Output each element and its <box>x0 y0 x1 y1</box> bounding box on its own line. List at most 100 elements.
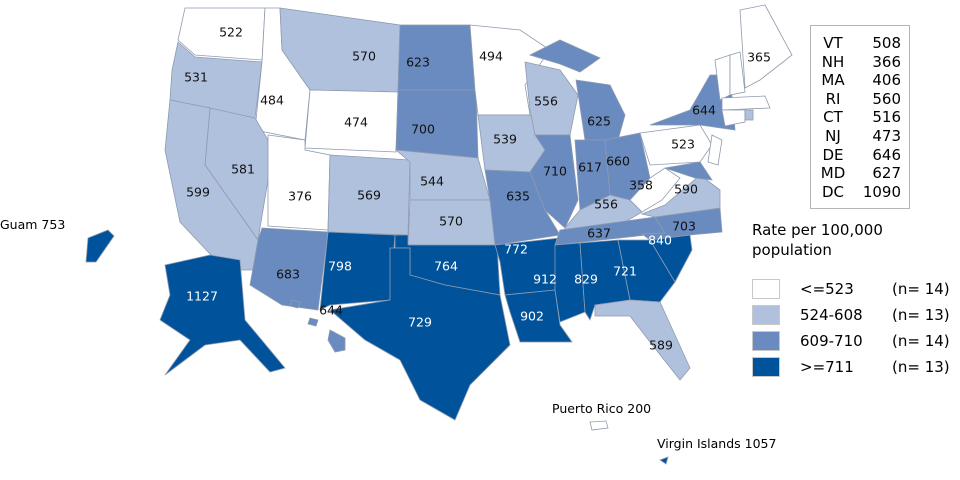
state-mn <box>469 24 551 116</box>
state-ma <box>721 95 771 111</box>
state-value-ga: 721 <box>613 264 637 279</box>
state-value-mn: 494 <box>479 49 503 64</box>
state-value-tn: 637 <box>587 226 611 241</box>
state-abbr: CT <box>823 108 843 127</box>
state-abbr: RI <box>825 89 841 108</box>
small-state-row: VT 508 <box>811 34 909 53</box>
state-value: 406 <box>872 71 901 90</box>
state-value-va: 590 <box>674 182 698 197</box>
guam-label: Guam 753 <box>0 217 66 232</box>
state-value-ca: 599 <box>186 185 210 200</box>
state-value-ar: 772 <box>504 242 528 257</box>
guam-shape <box>85 229 115 263</box>
state-value-wy: 474 <box>344 115 368 130</box>
state-value-il: 710 <box>543 164 567 179</box>
state-value-nd: 623 <box>406 55 430 70</box>
legend-swatch <box>752 331 780 351</box>
legend-swatch <box>752 357 780 377</box>
virgin-islands-shape <box>659 456 669 465</box>
state-pa <box>639 124 713 166</box>
legend-count: (n= 13) <box>892 358 950 376</box>
state-nc <box>640 207 723 241</box>
small-state-row: DE 646 <box>811 146 909 165</box>
small-states-table: VT 508 NH 366 MA 406 RI 560 CT 516 NJ 473 DE 646 MD 627… <box>810 25 910 209</box>
state-value: 1090 <box>862 182 901 201</box>
state-value-ny: 644 <box>692 103 716 118</box>
state-nm <box>319 231 396 311</box>
state-value: 560 <box>872 89 901 108</box>
state-wa <box>177 7 266 61</box>
state-tx <box>329 247 511 421</box>
state-value: 516 <box>872 108 901 127</box>
state-value-ok: 764 <box>434 259 458 274</box>
legend-item: <=523 (n= 14) <box>752 276 950 302</box>
state-fl <box>594 299 691 381</box>
legend-item: >=711 (n= 13) <box>752 354 950 380</box>
state-value-mo: 635 <box>506 189 530 204</box>
state-value-mi: 625 <box>587 114 611 129</box>
state-abbr: MD <box>820 164 846 183</box>
small-state-row: RI 560 <box>811 90 909 109</box>
state-value-mt: 570 <box>352 49 376 64</box>
state-value-az: 683 <box>276 267 300 282</box>
state-abbr: DE <box>822 145 844 164</box>
state-value-oh: 660 <box>606 154 630 169</box>
small-state-row: DC 1090 <box>811 183 909 202</box>
state-mi <box>575 79 626 141</box>
hawaii-island <box>289 299 301 309</box>
state-il <box>529 134 579 229</box>
state-value-or: 531 <box>184 70 208 85</box>
state-value-al: 829 <box>574 272 598 287</box>
state-value: 627 <box>872 164 901 183</box>
state-value-ne: 544 <box>420 174 444 189</box>
state-ms <box>554 242 586 323</box>
legend-count: (n= 13) <box>892 306 950 324</box>
state-value-nv: 581 <box>231 162 255 177</box>
state-ct <box>721 109 746 127</box>
puerto-rico-shape <box>589 420 609 431</box>
puerto-rico-label: Puerto Rico 200 <box>552 401 652 416</box>
state-value-ky: 556 <box>594 197 618 212</box>
legend-range: <=523 <box>800 280 854 298</box>
state-value: 366 <box>872 52 901 71</box>
state-value-sc: 840 <box>648 233 672 248</box>
state-ri <box>744 109 754 121</box>
state-value-wa: 522 <box>219 25 243 40</box>
legend-range: 524-608 <box>800 306 863 324</box>
state-value-me: 365 <box>747 50 771 65</box>
state-value-ak: 1127 <box>186 289 218 304</box>
state-ga <box>617 239 676 303</box>
small-state-row: CT 516 <box>811 108 909 127</box>
state-value-ks: 570 <box>439 214 463 229</box>
state-wv <box>629 167 681 213</box>
small-state-row: MA 406 <box>811 71 909 90</box>
state-abbr: NH <box>821 52 845 71</box>
state-value-ia: 539 <box>493 132 517 147</box>
state-abbr: DC <box>821 182 845 201</box>
state-va <box>640 174 721 218</box>
small-state-row: NH 366 <box>811 53 909 72</box>
legend-count: (n= 14) <box>892 280 950 298</box>
small-state-row: NJ 473 <box>811 127 909 146</box>
state-value-nc: 703 <box>672 219 696 234</box>
legend: Rate per 100,000 population <=523 (n= 14)… <box>752 220 950 380</box>
small-state-row: MD 627 <box>811 164 909 183</box>
state-abbr: NJ <box>825 126 841 145</box>
legend-swatch <box>752 305 780 325</box>
state-value-hi: 644 <box>319 303 343 318</box>
state-value-ms: 912 <box>533 272 557 287</box>
state-value-co: 569 <box>357 188 381 203</box>
state-value: 508 <box>872 34 901 52</box>
legend-range: >=711 <box>800 358 854 376</box>
state-wy <box>304 89 399 153</box>
state-value-sd: 700 <box>411 122 435 137</box>
state-value-wv: 358 <box>629 178 653 193</box>
state-abbr: MA <box>821 71 845 90</box>
legend-title: Rate per 100,000 population <box>752 221 883 259</box>
hawaii-island <box>307 317 319 327</box>
state-ut <box>267 134 331 231</box>
legend-range: 609-710 <box>800 332 863 350</box>
state-value-ut: 376 <box>288 189 312 204</box>
